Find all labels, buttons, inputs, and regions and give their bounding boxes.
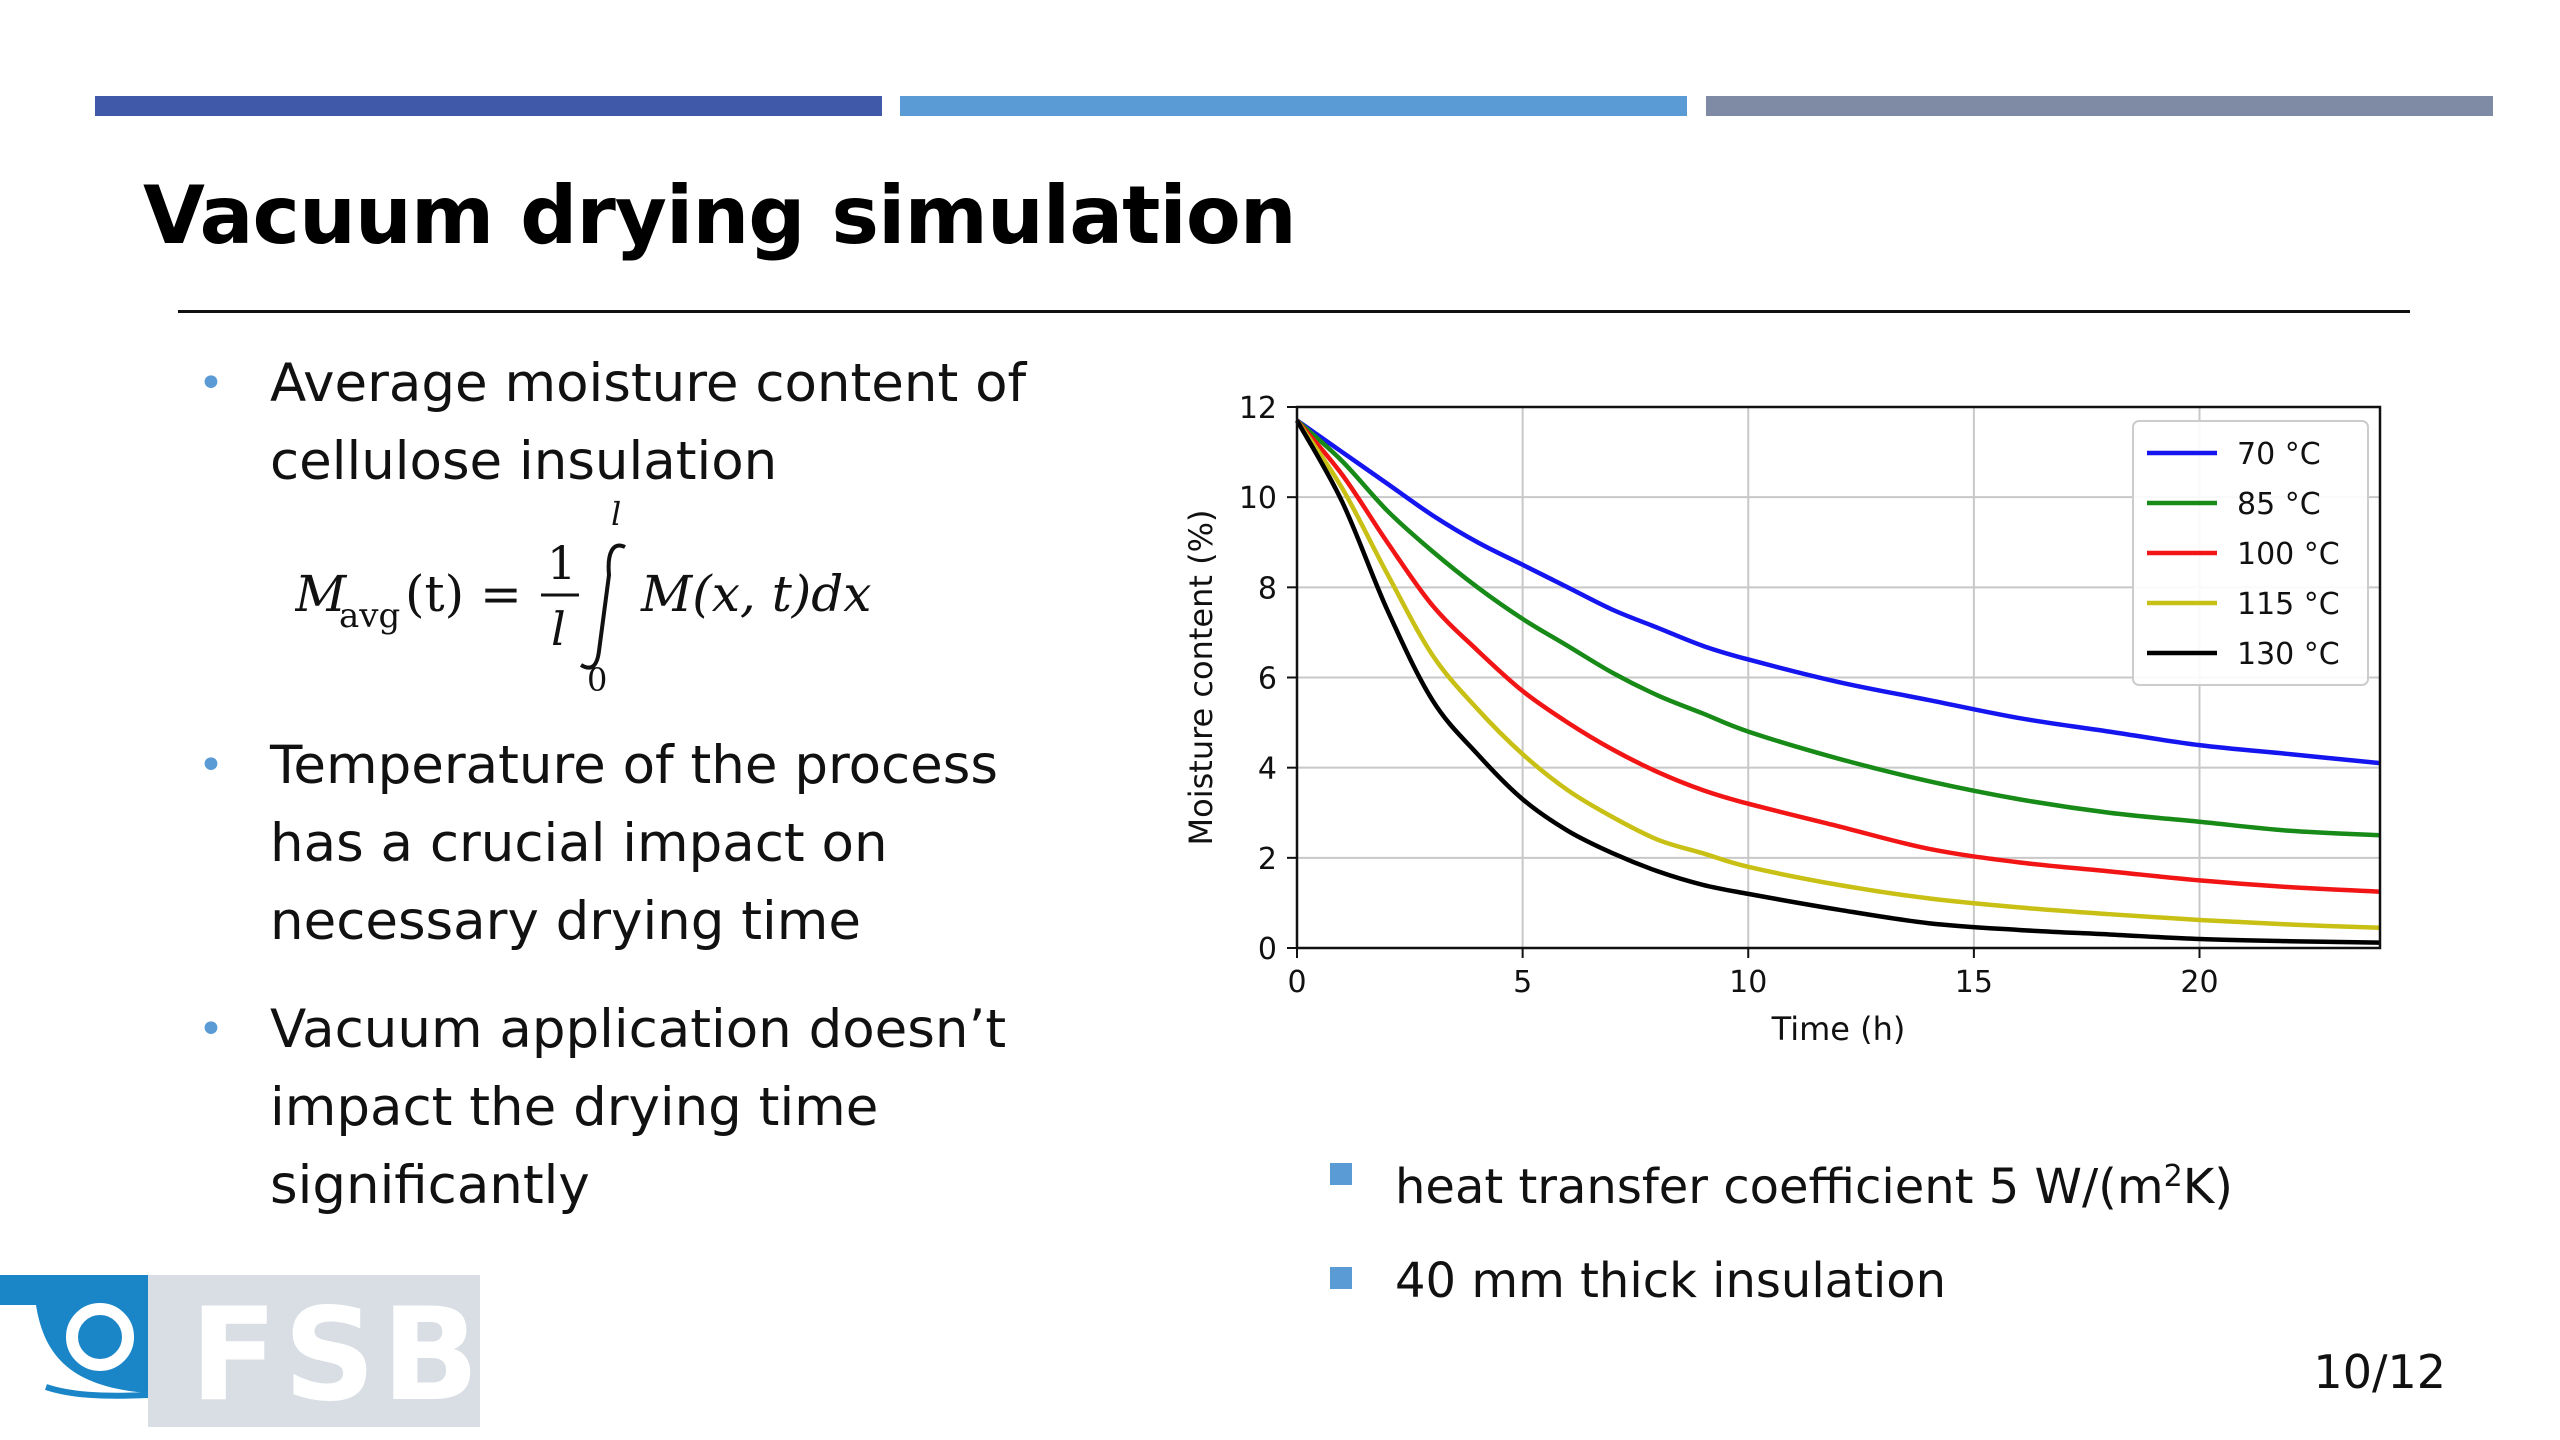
series-line-130 [1295,419,2381,945]
formula-integrand: M(x, t)dx [640,565,872,623]
series-line-100 [1295,419,2381,894]
moisture-chart-svg: 0 5 10 15 20 0 2 4 6 8 10 12 Time (h) Moisture cont… [1182,391,2382,1048]
note-1-tail: K) [2182,1159,2233,1215]
x-tick-label: 20 [2180,965,2218,1000]
x-tick-label: 10 [1729,965,1767,1000]
note-heat-transfer: heat transfer coefficient 5 W/(m2K) [1330,1130,2430,1234]
bullet-item-3: • Vacuum application doesn’t impact the … [190,991,1170,1225]
bullet-2-line-2: has a crucial impact on [270,813,888,874]
bullet-item-1: • Average moisture content of cellulose … [190,345,1170,501]
accent-bar-middle [900,96,1687,116]
moisture-chart: 0 5 10 15 20 0 2 4 6 8 10 12 Time (h) Moisture cont… [1180,385,2410,1075]
legend-label: 85 °C [2237,487,2321,522]
square-bullet-icon [1330,1163,1352,1185]
y-tick-label: 12 [1239,391,1277,426]
chart-legend: 70 °C 85 °C 100 °C 115 °C 130 °C [2132,420,2369,686]
y-tick-label: 6 [1258,662,1277,697]
chart-series [1295,418,2381,945]
accent-bar-right [1706,96,2493,116]
formula-lhs-arg: (t) = [405,565,522,623]
y-tick-label: 0 [1258,932,1277,967]
chart-ticks: 0 5 10 15 20 0 2 4 6 8 10 12 [1239,391,2219,1000]
bullet-2-line-1: Temperature of the process [270,735,998,796]
y-axis-label: Moisture content (%) [1182,510,1220,846]
fsb-logo: FSB [0,1275,480,1430]
title-divider [178,310,2410,313]
x-tick-label: 15 [1955,965,1993,1000]
legend-label: 100 °C [2237,537,2340,572]
formula-frac-den: l [551,602,566,656]
bullet-dot-icon: • [198,358,224,409]
legend-box [2132,420,2369,686]
bullet-3-line-1: Vacuum application doesn’t [270,999,1007,1060]
series-line-85 [1295,418,2381,838]
note-1-text: heat transfer coefficient 5 W/(m [1395,1159,2164,1215]
square-bullet-icon [1330,1267,1352,1289]
y-tick-label: 10 [1239,481,1277,516]
page-title: Vacuum drying simulation [143,169,1297,262]
integral-sign-icon [579,543,626,670]
formula-lower-limit: 0 [587,661,607,699]
formula-upper-limit: l [611,495,621,533]
series-line-115 [1295,419,2381,930]
note-2-text: 40 mm thick insulation [1395,1253,1947,1309]
bullet-1-line-1: Average moisture content of [270,353,1027,414]
moisture-average-formula: M avg (t) = 1 l l 0 M(x, t)dx [295,495,872,699]
formula-lhs-sub: avg [339,596,400,636]
legend-label: 130 °C [2237,637,2340,672]
fsb-logo-letters: FSB [190,1281,486,1430]
x-tick-label: 0 [1287,965,1306,1000]
y-tick-label: 4 [1258,752,1277,787]
legend-label: 70 °C [2237,437,2321,472]
fsb-logo-text-block: FSB [148,1275,480,1430]
bullet-dot-icon: • [198,1004,224,1055]
bullet-2-line-3: necessary drying time [270,891,861,952]
x-axis-label: Time (h) [1771,1010,1906,1048]
series-line-70 [1295,418,2381,766]
accent-bar-left [95,96,882,116]
parameter-notes: heat transfer coefficient 5 W/(m2K) 40 m… [1330,1130,2430,1328]
formula-frac-num: 1 [547,536,576,590]
bullet-dot-icon: • [198,740,224,791]
bullet-3-line-3: significantly [270,1155,590,1216]
fsb-logo-mark-icon [0,1275,149,1427]
page-number: 10/12 [2313,1345,2446,1399]
y-tick-label: 8 [1258,571,1277,606]
bullet-3-line-2: impact the drying time [270,1077,879,1138]
legend-label: 115 °C [2237,587,2340,622]
note-1-sup: 2 [2163,1159,2183,1194]
bullet-item-2: • Temperature of the process has a cruci… [190,727,1170,961]
note-thickness: 40 mm thick insulation [1330,1234,2430,1328]
formula-lhs-base: M [295,565,348,623]
y-tick-label: 2 [1258,842,1277,877]
bullet-1-line-2: cellulose insulation [270,431,778,492]
x-tick-label: 5 [1513,965,1532,1000]
